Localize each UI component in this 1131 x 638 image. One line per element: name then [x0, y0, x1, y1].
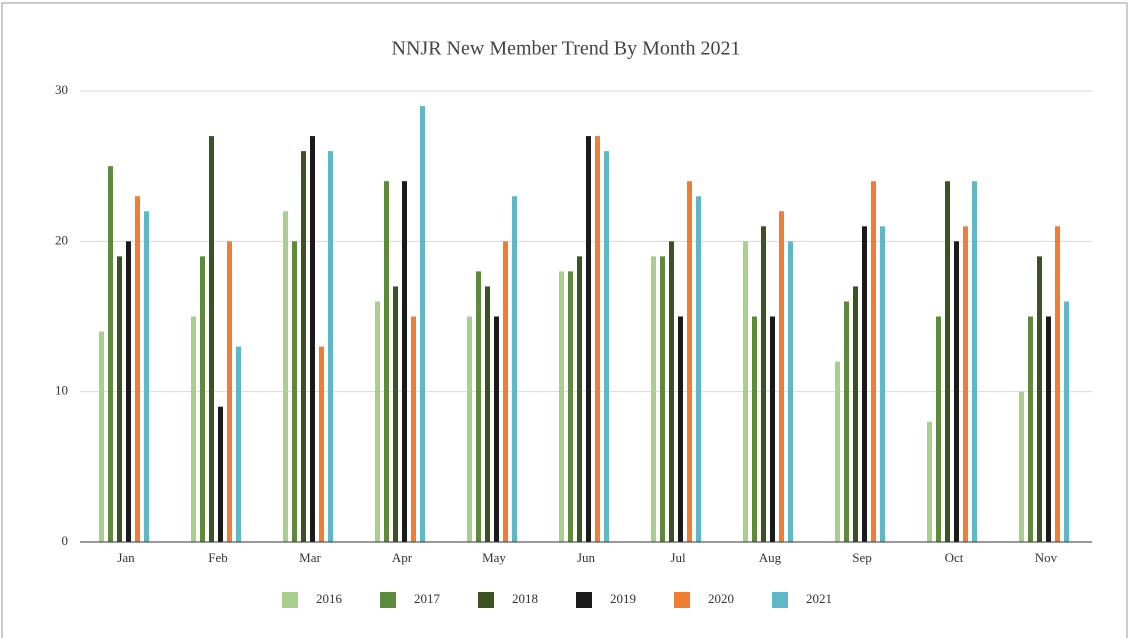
x-tick-label: Nov: [1035, 550, 1058, 565]
bar: [301, 151, 306, 542]
bar: [218, 406, 223, 542]
y-tick-label: 0: [62, 533, 69, 548]
bar: [476, 271, 481, 542]
bar: [126, 241, 131, 543]
bar: [494, 316, 499, 542]
bar: [310, 136, 315, 542]
bar: [972, 181, 977, 542]
legend-label: 2016: [316, 591, 343, 606]
x-tick-label: May: [482, 550, 506, 565]
bar: [485, 286, 490, 542]
x-tick-label: Jun: [577, 550, 596, 565]
bar: [402, 181, 407, 542]
legend-swatch: [282, 592, 298, 608]
legend-label: 2018: [512, 591, 538, 606]
bar: [936, 316, 941, 542]
bar: [862, 226, 867, 543]
bar: [779, 211, 784, 542]
bar: [871, 181, 876, 542]
bar: [752, 316, 757, 542]
legend-swatch: [772, 592, 788, 608]
bar: [927, 421, 932, 542]
bar: [835, 361, 840, 542]
legend-label: 2021: [806, 591, 832, 606]
bar: [467, 316, 472, 542]
bar: [586, 136, 591, 542]
bar: [209, 136, 214, 542]
legend-label: 2019: [610, 591, 636, 606]
legend-swatch: [674, 592, 690, 608]
bar: [1019, 391, 1024, 542]
bar: [559, 271, 564, 542]
x-tick-label: Jul: [670, 550, 686, 565]
bar: [503, 241, 508, 543]
bar: [319, 346, 324, 542]
bar: [512, 196, 517, 542]
bar: [144, 211, 149, 542]
bar: [191, 316, 196, 542]
legend-swatch: [576, 592, 592, 608]
bar: [651, 256, 656, 542]
bar: [108, 166, 113, 542]
x-tick-label: Sep: [852, 550, 872, 565]
bar: [135, 196, 140, 542]
bar: [743, 241, 748, 543]
x-tick-label: Feb: [208, 550, 228, 565]
bar: [660, 256, 665, 542]
bar: [1037, 256, 1042, 542]
bar: [283, 211, 288, 542]
bar: [963, 226, 968, 543]
bar: [696, 196, 701, 542]
legend-swatch: [380, 592, 396, 608]
bar: [1046, 316, 1051, 542]
bar: [227, 241, 232, 543]
bar: [1055, 226, 1060, 543]
bar: [761, 226, 766, 543]
bar: [1028, 316, 1033, 542]
bar: [844, 301, 849, 542]
bar: [568, 271, 573, 542]
bar: [420, 106, 425, 543]
bar: [880, 226, 885, 543]
bar: [788, 241, 793, 543]
legend-label: 2020: [708, 591, 734, 606]
legend-label: 2017: [414, 591, 441, 606]
bar: [604, 151, 609, 542]
bar: [393, 286, 398, 542]
bar: [236, 346, 241, 542]
bar: [375, 301, 380, 542]
bar: [1064, 301, 1069, 542]
bar: [945, 181, 950, 542]
bar: [770, 316, 775, 542]
bar: [384, 181, 389, 542]
y-tick-label: 30: [55, 82, 68, 97]
bar: [853, 286, 858, 542]
bar: [200, 256, 205, 542]
x-tick-label: Apr: [392, 550, 413, 565]
y-tick-label: 20: [55, 232, 68, 247]
x-tick-label: Jan: [117, 550, 135, 565]
bar: [687, 181, 692, 542]
chart-title: NNJR New Member Trend By Month 2021: [392, 38, 741, 60]
bar: [411, 316, 416, 542]
x-tick-label: Oct: [945, 550, 964, 565]
x-tick-label: Aug: [759, 550, 782, 565]
legend-swatch: [478, 592, 494, 608]
bar: [954, 241, 959, 543]
bar: [292, 241, 297, 543]
bar: [669, 241, 674, 543]
bar: [117, 256, 122, 542]
bar: [678, 316, 683, 542]
bar: [99, 331, 104, 542]
bar: [577, 256, 582, 542]
y-tick-label: 10: [55, 383, 68, 398]
bar: [595, 136, 600, 542]
bar: [328, 151, 333, 542]
x-tick-label: Mar: [299, 550, 321, 565]
